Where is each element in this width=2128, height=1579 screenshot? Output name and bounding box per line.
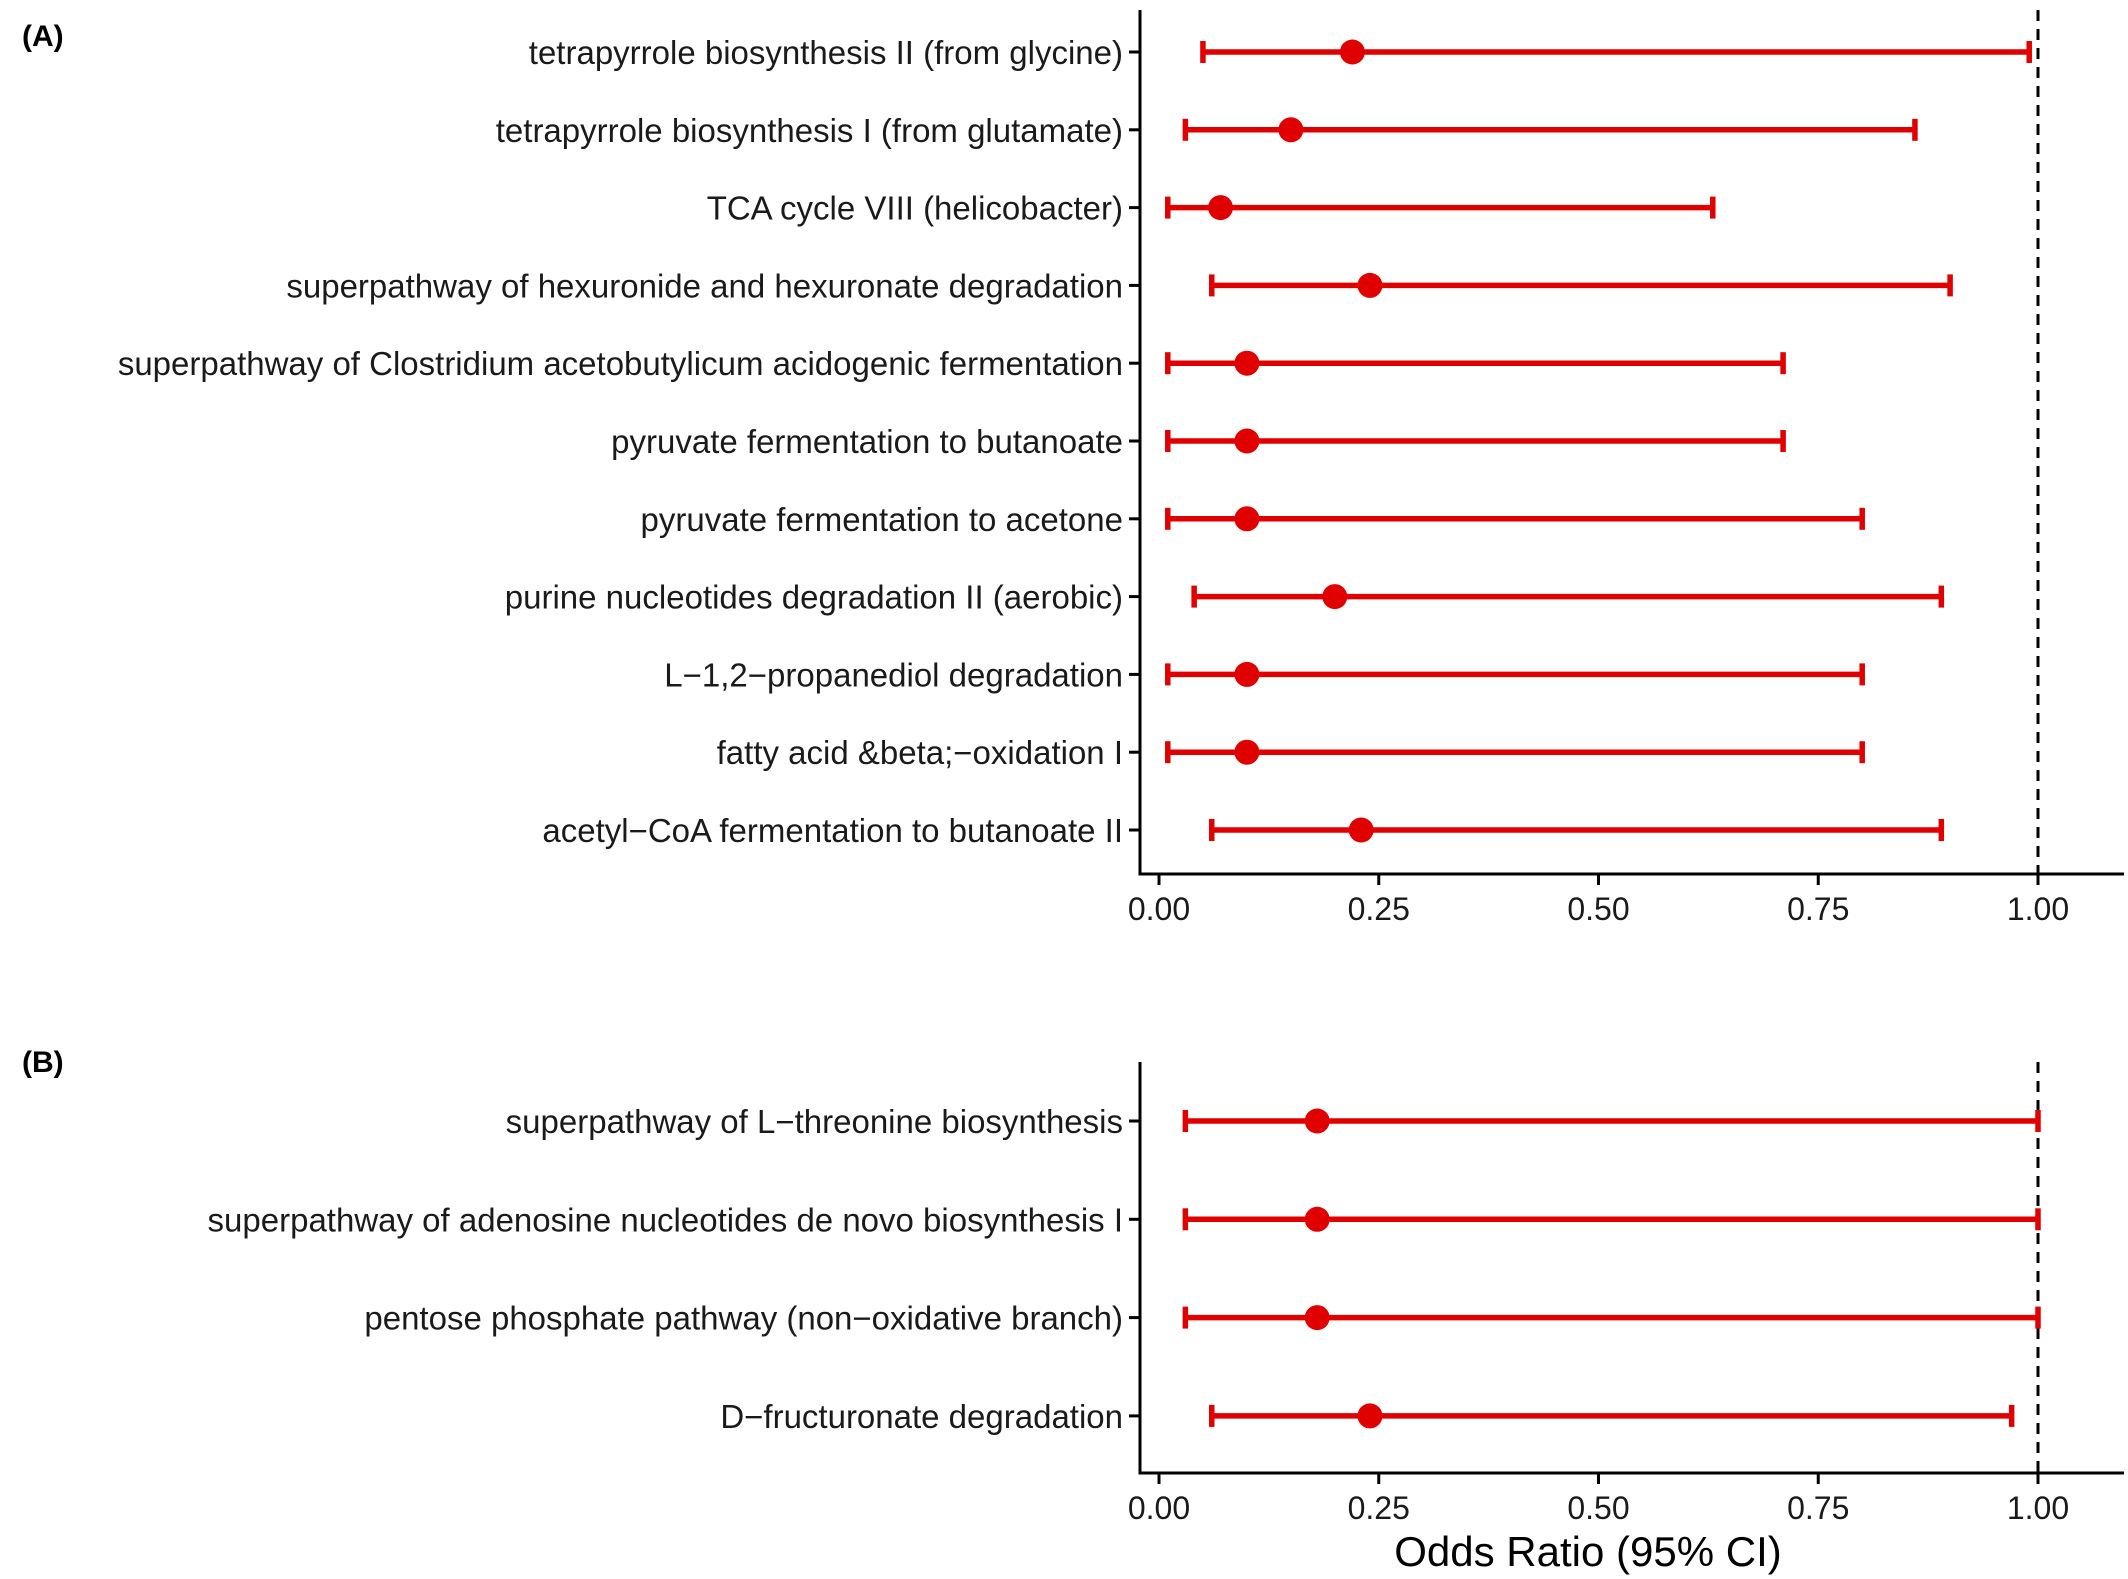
x-tick-label: 0.25 [1348, 891, 1410, 927]
category-label: tetrapyrrole biosynthesis II (from glyci… [529, 34, 1123, 71]
odds-ratio-point [1357, 1403, 1383, 1429]
odds-ratio-point [1278, 117, 1304, 143]
odds-ratio-point [1304, 1305, 1330, 1331]
category-label: D−fructuronate degradation [720, 1398, 1123, 1435]
category-label: pentose phosphate pathway (non−oxidative… [364, 1300, 1123, 1337]
x-tick-label: 0.00 [1128, 891, 1190, 927]
x-tick-label: 0.25 [1348, 1490, 1410, 1526]
category-label: superpathway of L−threonine biosynthesis [506, 1103, 1123, 1140]
odds-ratio-point [1304, 1108, 1330, 1134]
odds-ratio-point [1234, 428, 1260, 454]
category-label: purine nucleotides degradation II (aerob… [505, 579, 1123, 616]
panel-a: (A) 0.00 0.25 0.50 0.75 1.00 tetrapyrrole bios… [22, 10, 2124, 927]
category-label: L−1,2−propanediol degradation [664, 656, 1123, 693]
odds-ratio-point [1357, 272, 1383, 298]
category-label: pyruvate fermentation to acetone [641, 501, 1123, 538]
x-tick-label: 0.75 [1787, 1490, 1849, 1526]
x-tick-label: 0.75 [1787, 891, 1849, 927]
x-tick-label: 0.00 [1128, 1490, 1190, 1526]
category-label: superpathway of hexuronide and hexuronat… [286, 267, 1123, 304]
odds-ratio-point [1304, 1206, 1330, 1232]
category-label: TCA cycle VIII (helicobacter) [707, 190, 1123, 227]
x-tick-label: 1.00 [2007, 891, 2069, 927]
panel-b: (B) 0.00 0.25 0.50 0.75 1.00 superpathway of L… [22, 1046, 2124, 1575]
panel-label: (B) [22, 1046, 64, 1079]
x-tick-label: 0.50 [1567, 1490, 1629, 1526]
odds-ratio-point [1234, 350, 1260, 376]
odds-ratio-point [1234, 739, 1260, 765]
odds-ratio-point [1348, 817, 1374, 843]
odds-ratio-point [1234, 506, 1260, 532]
odds-ratio-point [1322, 584, 1348, 610]
category-label: acetyl−CoA fermentation to butanoate II [542, 812, 1123, 849]
category-label: superpathway of Clostridium acetobutylic… [118, 345, 1123, 382]
category-label: superpathway of adenosine nucleotides de… [208, 1201, 1123, 1238]
category-label: pyruvate fermentation to butanoate [611, 423, 1123, 460]
category-label: tetrapyrrole biosynthesis I (from glutam… [496, 112, 1123, 149]
x-tick-label: 0.50 [1567, 891, 1629, 927]
x-axis-title: Odds Ratio (95% CI) [1394, 1528, 1781, 1575]
odds-ratio-point [1208, 195, 1234, 221]
odds-ratio-point [1234, 661, 1260, 687]
x-tick-label: 1.00 [2007, 1490, 2069, 1526]
odds-ratio-point [1339, 39, 1365, 65]
panel-label: (A) [22, 20, 64, 53]
category-label: fatty acid &beta;−oxidation I [717, 734, 1123, 771]
